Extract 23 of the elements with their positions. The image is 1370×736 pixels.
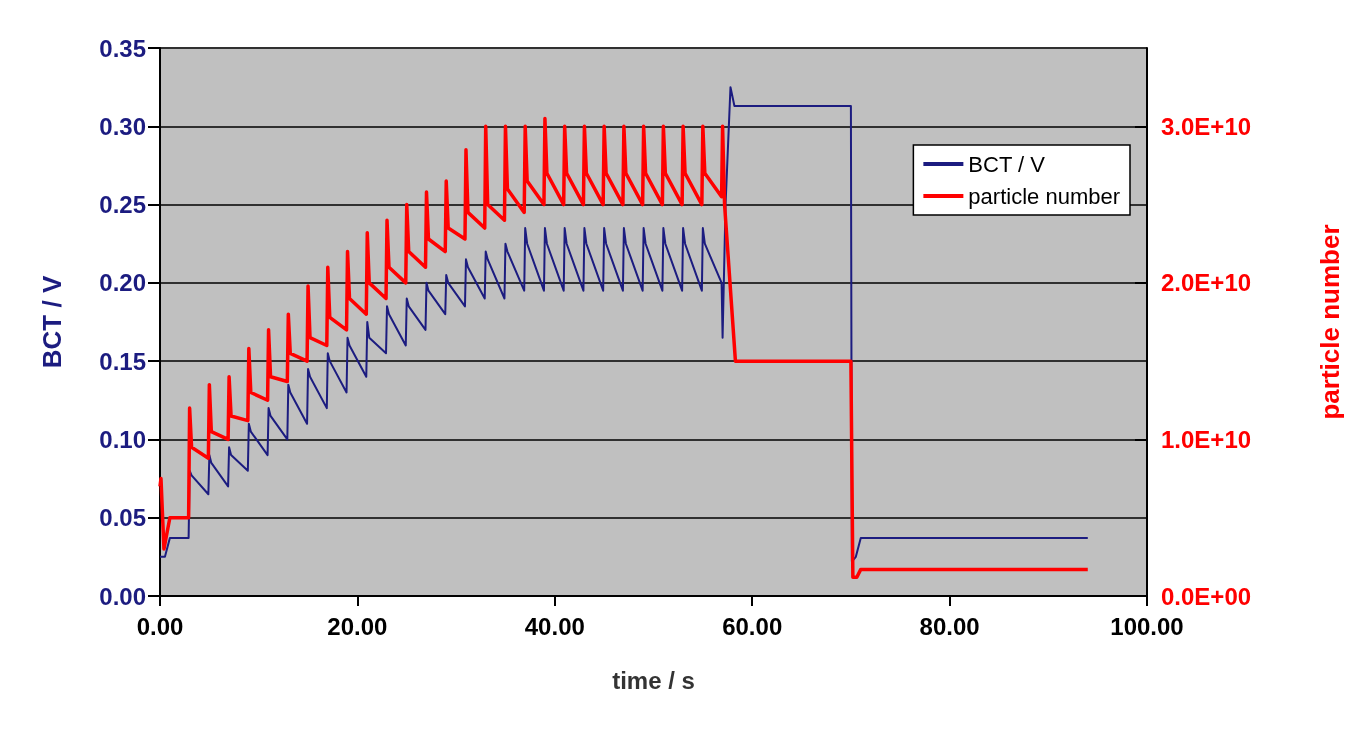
y2-axis-title: particle number xyxy=(1315,224,1345,420)
y2-tick-label: 1.0E+10 xyxy=(1161,425,1252,453)
x-tick-label: 60.00 xyxy=(722,612,783,640)
x-axis-title: time / s xyxy=(612,666,695,694)
x-tick-label: 0.00 xyxy=(136,612,184,640)
y-tick-label: 0.35 xyxy=(99,34,146,62)
x-tick-label: 100.00 xyxy=(1110,612,1184,640)
y-tick-label: 0.30 xyxy=(99,112,146,140)
y-tick-label: 0.20 xyxy=(99,269,146,297)
y-tick-label: 0.10 xyxy=(99,425,146,453)
x-tick-label: 40.00 xyxy=(524,612,585,640)
y-tick-label: 0.25 xyxy=(99,191,146,219)
y2-tick-label: 3.0E+10 xyxy=(1161,112,1252,140)
y-tick-label: 0.15 xyxy=(99,347,146,375)
y2-tick-label: 2.0E+10 xyxy=(1161,269,1252,297)
legend-label: particle number xyxy=(968,183,1121,209)
y2-tick-label: 0.0E+00 xyxy=(1161,582,1252,610)
x-tick-label: 20.00 xyxy=(327,612,388,640)
y-tick-label: 0.00 xyxy=(99,582,146,610)
legend-label: BCT / V xyxy=(968,151,1046,177)
y-tick-label: 0.05 xyxy=(99,504,146,532)
y-axis-title: BCT / V xyxy=(37,275,67,369)
x-tick-label: 80.00 xyxy=(919,612,980,640)
